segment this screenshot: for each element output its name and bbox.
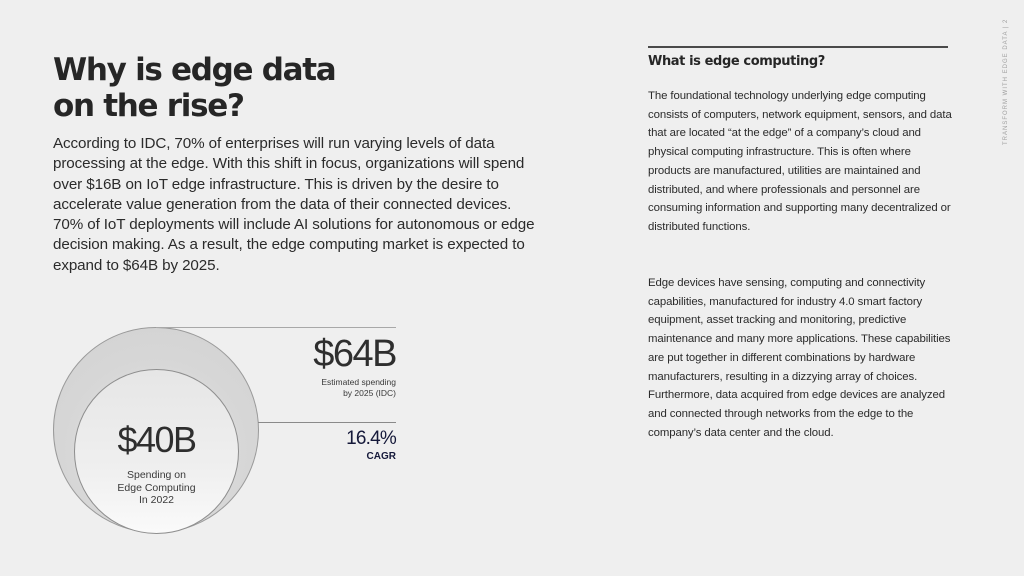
caption-line: by 2025 (IDC) bbox=[343, 388, 396, 398]
sidebar-heading: What is edge computing? bbox=[648, 54, 825, 69]
current-spending-value: $40B bbox=[117, 419, 197, 460]
divider-line-top bbox=[156, 327, 396, 328]
sidebar-paragraph-1: The foundational technology underlying e… bbox=[648, 90, 952, 233]
sidebar-rule bbox=[648, 46, 948, 48]
cagr-value: 16.4% bbox=[346, 428, 397, 449]
page-title: Why is edge data on the rise? bbox=[53, 52, 473, 124]
caption-line: Edge Computing bbox=[117, 481, 196, 494]
current-spending-caption: Spending on Edge Computing In 2022 bbox=[74, 469, 239, 507]
divider-line-middle bbox=[258, 422, 396, 423]
projected-spending-value: $64B bbox=[313, 333, 397, 375]
sidebar-paragraph-2: Edge devices have sensing, computing and… bbox=[648, 277, 951, 439]
caption-line: Estimated spending bbox=[321, 377, 396, 387]
caption-line: In 2022 bbox=[138, 494, 175, 506]
inner-circle-40b bbox=[74, 369, 239, 534]
title-line-1: Why is edge data bbox=[53, 52, 337, 88]
cagr-label: CAGR bbox=[366, 451, 396, 462]
intro-paragraph: According to IDC, 70% of enterprises wil… bbox=[53, 135, 535, 274]
projected-spending-caption: Estimated spending by 2025 (IDC) bbox=[276, 377, 396, 399]
section-page-label: TRANSFORM WITH EDGE DATA | 2 bbox=[1003, 18, 1009, 145]
title-line-2: on the rise? bbox=[53, 88, 245, 124]
caption-line: Spending on bbox=[127, 469, 186, 481]
